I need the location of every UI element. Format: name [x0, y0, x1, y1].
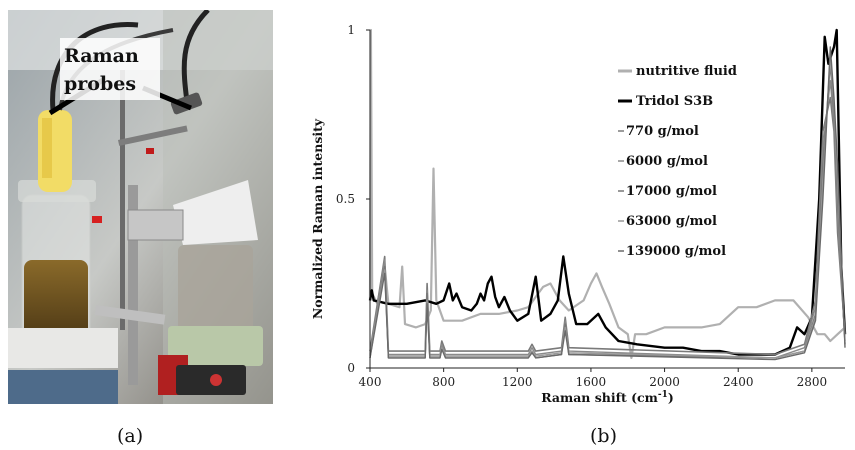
- x-tick-label: 400: [359, 375, 382, 389]
- legend-label: nutritive fluid: [636, 64, 737, 79]
- x-tick-label: 1200: [502, 375, 533, 389]
- y-axis-label: Normalized Raman intensity: [310, 118, 325, 319]
- legend-label: 770 g/mol: [626, 124, 699, 139]
- experiment-photo: Raman probes: [8, 10, 273, 404]
- series-line-0: [368, 28, 846, 359]
- y-tick-label: 0.5: [336, 192, 355, 206]
- legend-label: 139000 g/mol: [626, 244, 726, 259]
- x-tick-label: 2400: [723, 375, 754, 389]
- x-tick-label: 1600: [576, 375, 607, 389]
- y-tick-label: 1: [347, 23, 355, 37]
- chart-legend: nutritive fluid Tridol S3B 770 g/mol 6000 g…: [618, 64, 737, 259]
- y-tick-label: 0: [347, 361, 355, 375]
- photo-illustration: Raman probes: [8, 10, 273, 404]
- raman-probes-label-line1: Raman: [64, 45, 139, 67]
- series-line-1: [368, 28, 847, 356]
- plot-area: [368, 28, 847, 361]
- legend-label: Tridol S3B: [636, 94, 713, 109]
- legend-label: 17000 g/mol: [626, 184, 717, 199]
- x-tick-label: 2800: [797, 375, 828, 389]
- raman-probes-label-line2: probes: [64, 73, 136, 95]
- chart-axes: 400 800 1200 1600 2000 2400 2800 0 0.5 1: [336, 23, 845, 389]
- caption-b: (b): [590, 425, 617, 447]
- x-tick-label: 800: [432, 375, 455, 389]
- legend-label: 6000 g/mol: [626, 154, 708, 169]
- series-line-6: [369, 46, 846, 361]
- x-tick-label: 2000: [649, 375, 680, 389]
- raman-spectra-chart: 400 800 1200 1600 2000 2400 2800 0 0.5 1 nutritiv…: [310, 23, 847, 405]
- x-axis-label: Raman shift (cm-1): [541, 390, 674, 405]
- caption-a: (a): [117, 425, 144, 447]
- legend-label: 63000 g/mol: [626, 214, 717, 229]
